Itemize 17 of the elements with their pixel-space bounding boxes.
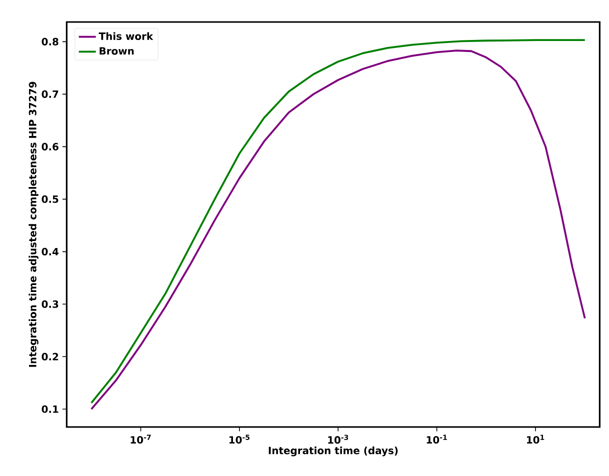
x-tick-label: 10$^{-3}$ <box>328 434 348 444</box>
legend-label: This work <box>98 32 154 40</box>
y-axis-title: Integration time adjusted completeness HIP 37279 <box>28 82 38 367</box>
x-tick-label: 10$^{-5}$ <box>229 434 250 444</box>
y-tick-label: 0.7 <box>42 90 58 98</box>
y-tick-label: 0.6 <box>42 142 58 150</box>
y-tick-label: 0.8 <box>42 38 58 46</box>
legend-label: Brown <box>100 47 134 55</box>
y-tick-label: 0.4 <box>42 248 58 256</box>
x-axis-title: Integration time (days) <box>268 446 398 456</box>
y-tick-label: 0.5 <box>42 195 58 203</box>
x-tick-label: 10$^{-7}$ <box>130 434 151 444</box>
y-tick-label: 0.3 <box>42 300 58 308</box>
y-tick-label: 0.2 <box>42 352 58 360</box>
x-tick-label: 10$^{-1}$ <box>426 434 447 444</box>
x-tick-label: 10$^{1}$ <box>527 434 544 444</box>
y-tick-label: 0.1 <box>42 405 58 413</box>
